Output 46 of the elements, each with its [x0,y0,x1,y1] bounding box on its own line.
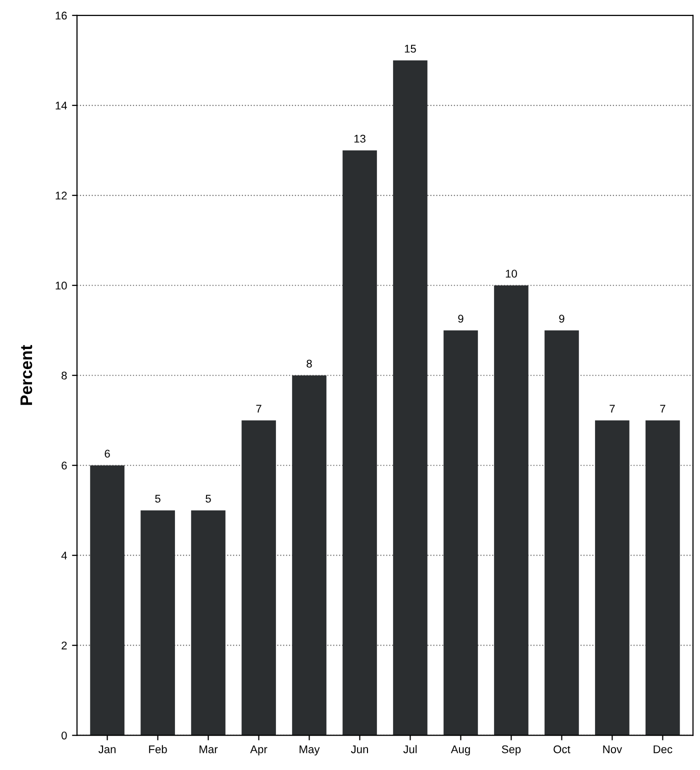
y-tick-label: 14 [56,102,67,110]
x-tick-label: Mar [200,745,218,754]
x-tick-label: Jun [350,745,368,754]
data-label: 9 [458,314,464,323]
data-label: 8 [306,360,312,368]
bar [544,330,579,736]
x-tick-label: Aug [450,745,470,756]
data-label: 7 [660,404,666,413]
bar [90,465,124,736]
data-label: 13 [354,134,366,143]
bar [140,510,175,736]
x-tick-label: Apr [250,745,268,756]
x-tick-label: Feb [149,745,167,754]
data-label: 10 [506,270,517,278]
y-tick-label: 4 [61,552,67,560]
x-tick-label: Dec [654,745,672,754]
bar [444,330,478,736]
x-tick-label: Nov [603,745,622,754]
bar [242,420,276,736]
bar [646,420,680,736]
bar [494,285,528,736]
y-tick-label: 0 [62,732,67,740]
y-tick-label: 6 [62,462,67,470]
x-tick-label: Jul [403,745,417,754]
x-tick-label: Jan [98,745,116,754]
data-label: 7 [610,404,615,413]
y-tick-label: 10 [56,282,67,290]
data-label: 5 [206,494,211,503]
bar [595,420,630,736]
data-label: 15 [404,44,416,53]
y-tick-label: 12 [56,192,67,200]
data-label: 7 [256,404,262,413]
bar [191,510,226,736]
y-tick-label: 16 [56,12,67,20]
bar [393,60,428,736]
data-label: 6 [104,450,110,458]
data-label: 5 [155,494,160,503]
data-label: 9 [559,314,564,323]
bar [292,375,326,736]
y-tick-label: 2 [62,642,67,650]
x-tick-label: Oct [554,745,570,754]
x-tick-label: Sep [502,745,521,756]
x-tick-label: May [300,745,320,756]
y-axis-title: Percent [20,345,32,405]
bar [342,150,377,736]
y-tick-label: 8 [62,372,67,380]
